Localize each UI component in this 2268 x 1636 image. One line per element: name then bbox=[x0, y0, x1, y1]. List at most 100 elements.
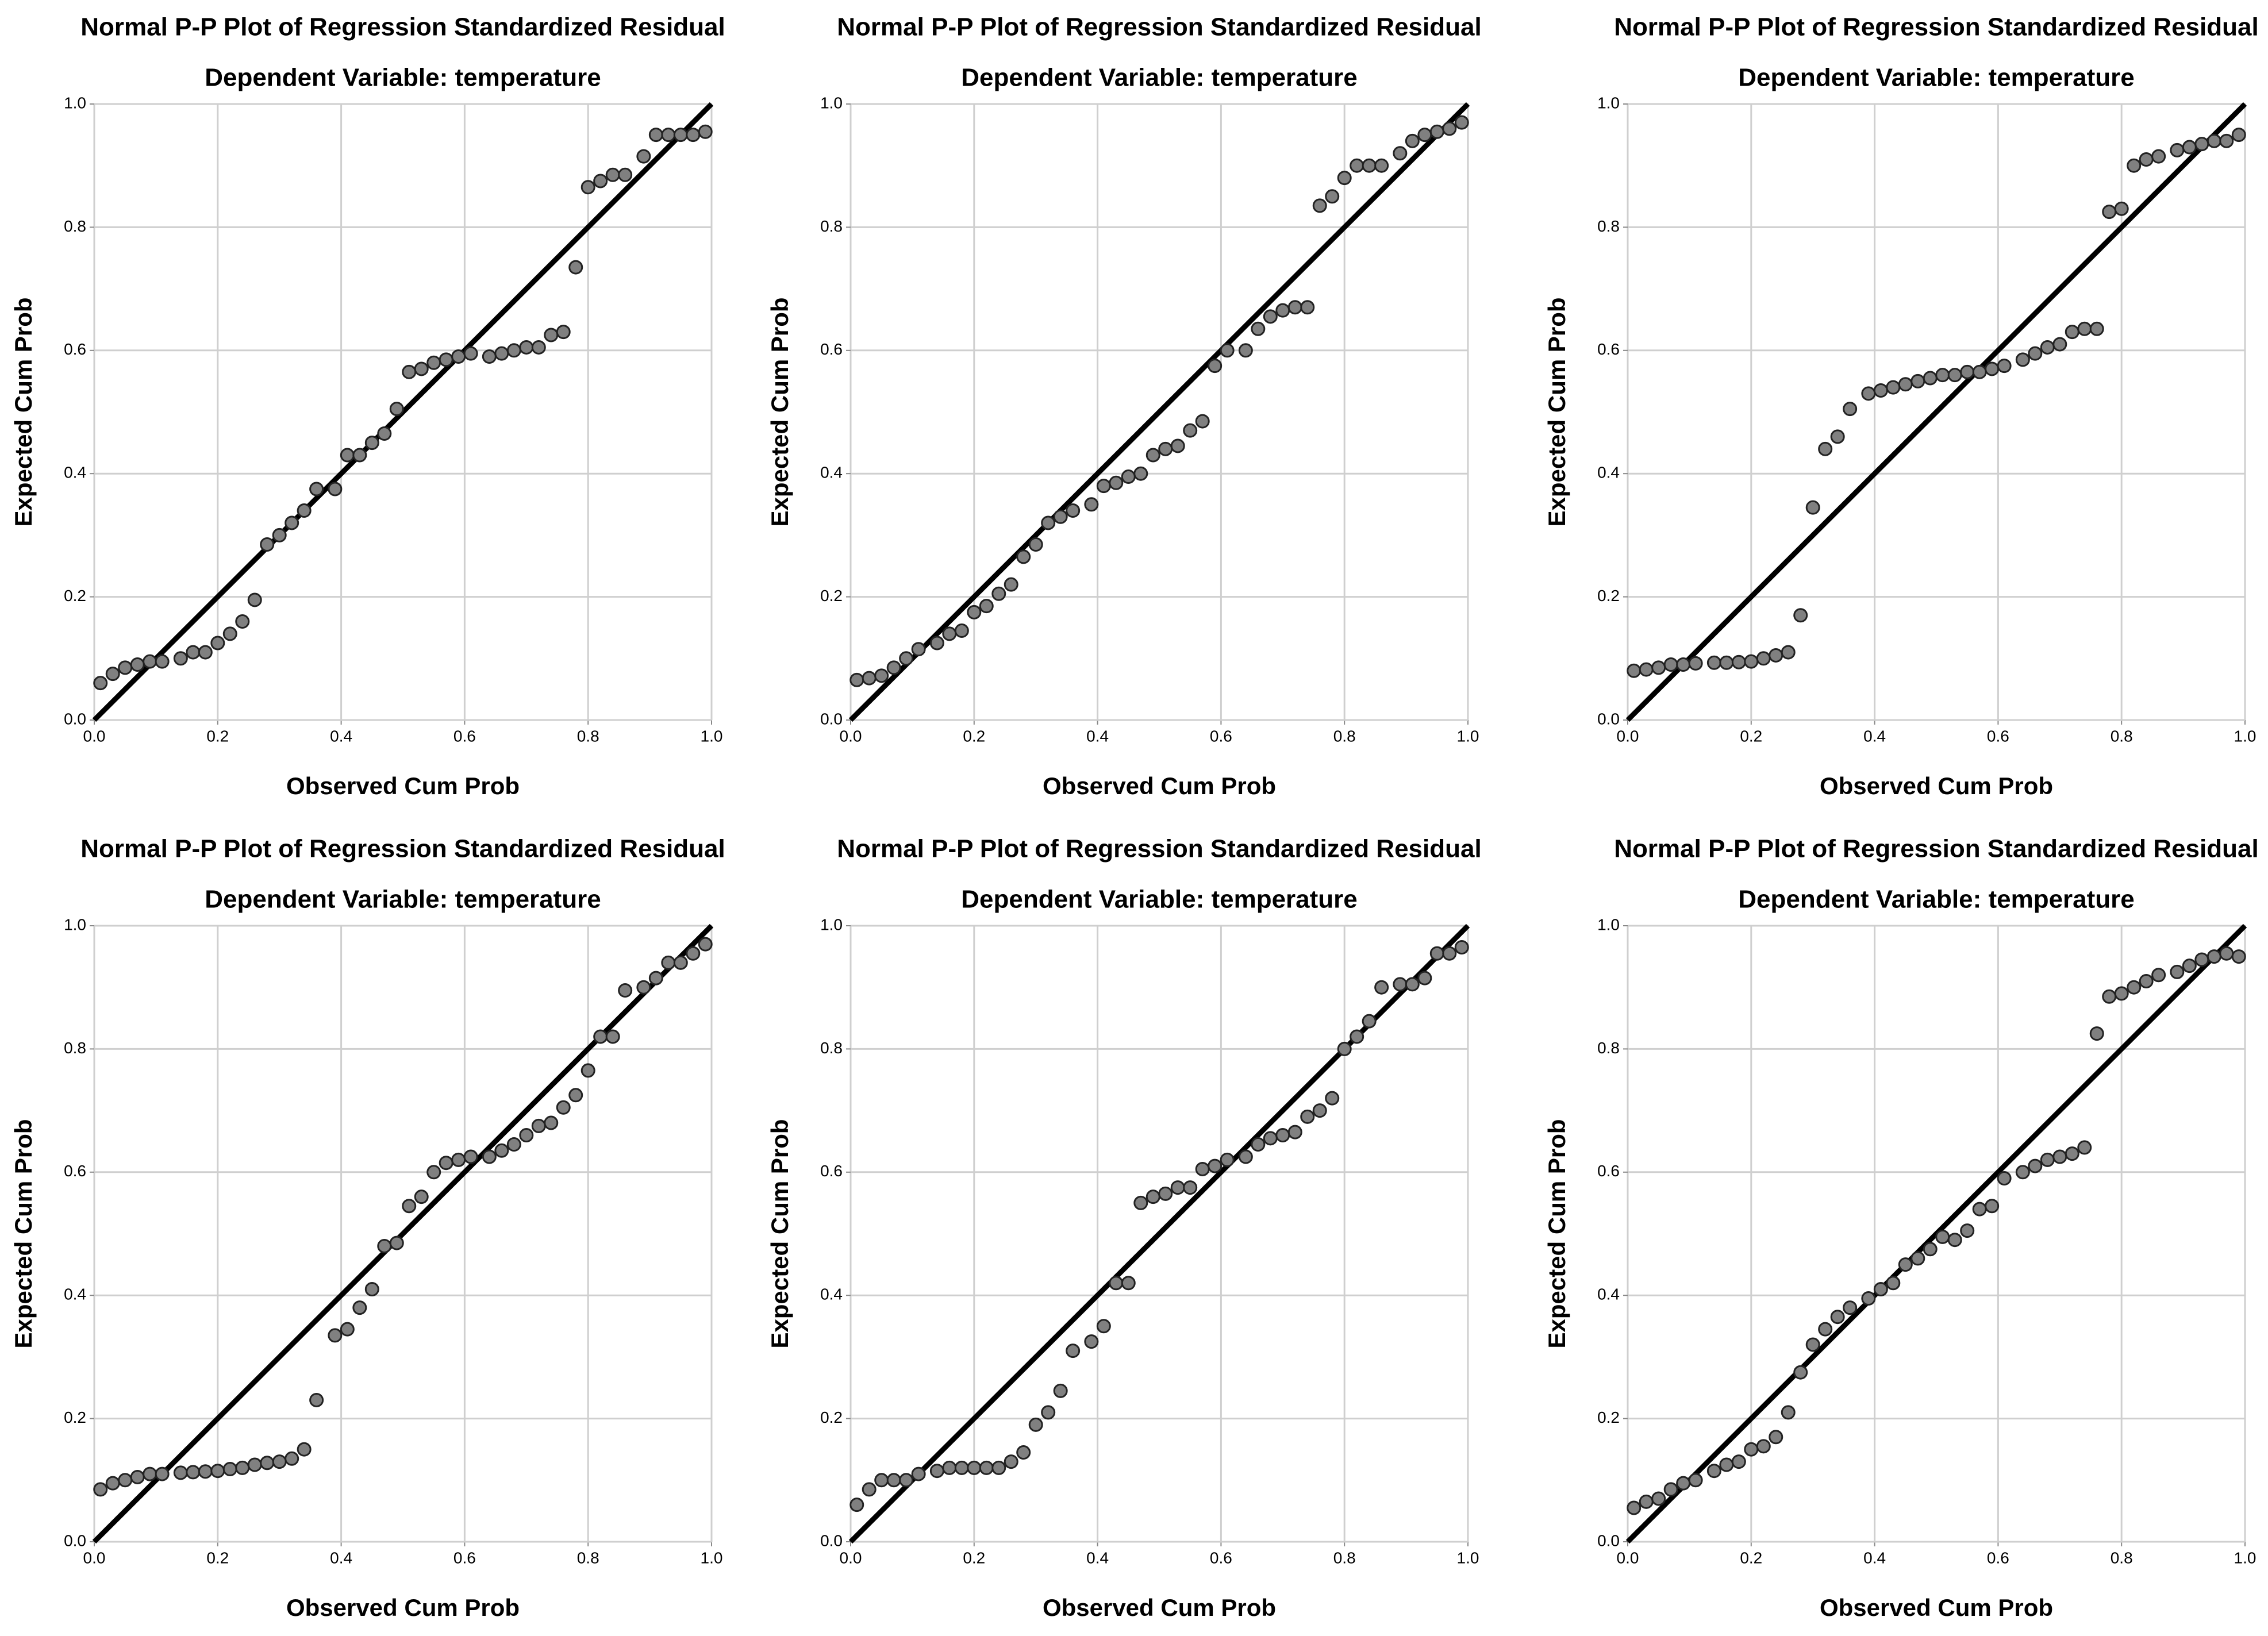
data-point bbox=[2028, 346, 2043, 361]
y-axis-label: Expected Cum Prob bbox=[10, 297, 37, 526]
data-point bbox=[2040, 340, 2055, 355]
data-point bbox=[1429, 946, 1444, 961]
x-tick-label: 1.0 bbox=[701, 1549, 723, 1566]
data-point bbox=[494, 346, 509, 361]
x-tick-label: 0.6 bbox=[453, 1549, 476, 1566]
data-point bbox=[1096, 1319, 1111, 1334]
y-tick-label: 0.2 bbox=[64, 1408, 86, 1426]
data-point bbox=[2114, 201, 2129, 216]
data-point bbox=[1195, 1161, 1210, 1176]
y-tick-label: 0.0 bbox=[1597, 710, 1620, 727]
y-tick-label: 0.2 bbox=[1597, 1408, 1620, 1426]
y-tick-label: 0.8 bbox=[1597, 1039, 1620, 1057]
data-point bbox=[1972, 364, 1987, 379]
data-point bbox=[1312, 1103, 1327, 1118]
x-tick-label: 1.0 bbox=[2234, 727, 2257, 745]
data-point bbox=[1873, 1281, 1888, 1296]
data-point bbox=[1405, 133, 1420, 148]
data-point bbox=[173, 651, 188, 666]
y-axis-label: Expected Cum Prob bbox=[1543, 1119, 1570, 1348]
data-point bbox=[285, 515, 299, 530]
data-point bbox=[849, 1498, 864, 1512]
x-tick-label: 1.0 bbox=[1457, 727, 1479, 745]
data-point bbox=[1053, 509, 1068, 524]
data-point bbox=[1818, 1322, 1833, 1337]
data-point bbox=[568, 260, 583, 275]
data-point bbox=[272, 528, 287, 542]
x-tick-label: 0.6 bbox=[453, 727, 476, 745]
data-point bbox=[2114, 986, 2129, 1001]
data-point bbox=[2231, 949, 2246, 964]
data-point bbox=[1170, 438, 1185, 453]
data-point bbox=[426, 355, 441, 370]
data-point bbox=[1688, 656, 1703, 671]
chart-panel: Normal P-P Plot of Regression Standardiz… bbox=[1543, 835, 2259, 1621]
y-tick-label: 1.0 bbox=[64, 94, 86, 111]
data-point bbox=[991, 586, 1006, 601]
data-point bbox=[105, 667, 120, 682]
chart-panel: Normal P-P Plot of Regression Standardiz… bbox=[10, 13, 725, 799]
chart-title: Normal P-P Plot of Regression Standardiz… bbox=[80, 835, 725, 863]
data-point bbox=[1731, 1454, 1746, 1469]
chart-panel: Normal P-P Plot of Regression Standardiz… bbox=[10, 835, 725, 1621]
data-point bbox=[1158, 1186, 1173, 1201]
data-point bbox=[1898, 1257, 1913, 1272]
data-point bbox=[1287, 1125, 1302, 1140]
data-point bbox=[2089, 1026, 2104, 1041]
data-point bbox=[605, 167, 620, 182]
x-tick-label: 1.0 bbox=[2234, 1549, 2257, 1566]
y-tick-label: 0.8 bbox=[1597, 217, 1620, 235]
y-tick-label: 0.6 bbox=[1597, 1162, 1620, 1180]
data-point bbox=[2052, 1149, 2067, 1164]
data-point bbox=[1028, 1417, 1043, 1432]
data-point bbox=[967, 605, 982, 619]
data-point bbox=[506, 1137, 521, 1152]
reference-line bbox=[848, 102, 1470, 722]
data-point bbox=[1985, 361, 2000, 376]
data-point bbox=[1337, 171, 1352, 186]
data-point bbox=[222, 1462, 237, 1477]
x-tick-label: 0.8 bbox=[1333, 727, 1356, 745]
y-tick-label: 0.6 bbox=[64, 1162, 86, 1180]
data-point bbox=[1183, 1180, 1198, 1195]
y-tick-label: 0.4 bbox=[64, 1285, 86, 1303]
y-tick-label: 0.0 bbox=[820, 710, 843, 727]
data-point bbox=[1263, 309, 1278, 324]
data-point bbox=[581, 180, 595, 195]
y-tick-label: 1.0 bbox=[820, 915, 843, 933]
data-point bbox=[605, 1029, 620, 1044]
y-tick-label: 0.4 bbox=[1597, 1285, 1620, 1303]
data-point bbox=[1096, 479, 1111, 494]
data-point bbox=[198, 645, 213, 660]
data-point bbox=[2102, 989, 2117, 1004]
data-point bbox=[1362, 158, 1377, 173]
data-point bbox=[698, 124, 713, 139]
chart-title: Normal P-P Plot of Regression Standardiz… bbox=[80, 13, 725, 41]
data-point bbox=[1374, 980, 1389, 995]
data-point bbox=[1337, 1041, 1352, 1056]
data-point bbox=[1041, 515, 1056, 530]
y-axis-label: Expected Cum Prob bbox=[766, 1119, 793, 1348]
data-point bbox=[862, 1482, 877, 1497]
data-point bbox=[285, 1451, 299, 1466]
data-point bbox=[1133, 466, 1148, 481]
data-point bbox=[954, 1460, 969, 1475]
data-point bbox=[2170, 143, 2185, 157]
reference-line bbox=[92, 923, 714, 1544]
data-point bbox=[93, 1482, 108, 1497]
data-point bbox=[105, 1476, 120, 1491]
data-point bbox=[2219, 946, 2234, 961]
chart-subtitle: Dependent Variable: temperature bbox=[1738, 886, 2135, 914]
chart-panel: Normal P-P Plot of Regression Standardiz… bbox=[1543, 13, 2259, 799]
data-point bbox=[1053, 1383, 1068, 1398]
data-point bbox=[2219, 133, 2234, 148]
data-point bbox=[1706, 1464, 1721, 1479]
x-tick-label: 0.2 bbox=[963, 1549, 985, 1566]
y-tick-label: 0.6 bbox=[820, 1162, 843, 1180]
chart-subtitle: Dependent Variable: temperature bbox=[205, 886, 601, 914]
data-point bbox=[463, 1149, 478, 1164]
data-point bbox=[1084, 497, 1099, 512]
data-point bbox=[1744, 654, 1759, 669]
data-point bbox=[364, 1281, 379, 1296]
data-point bbox=[673, 955, 688, 970]
